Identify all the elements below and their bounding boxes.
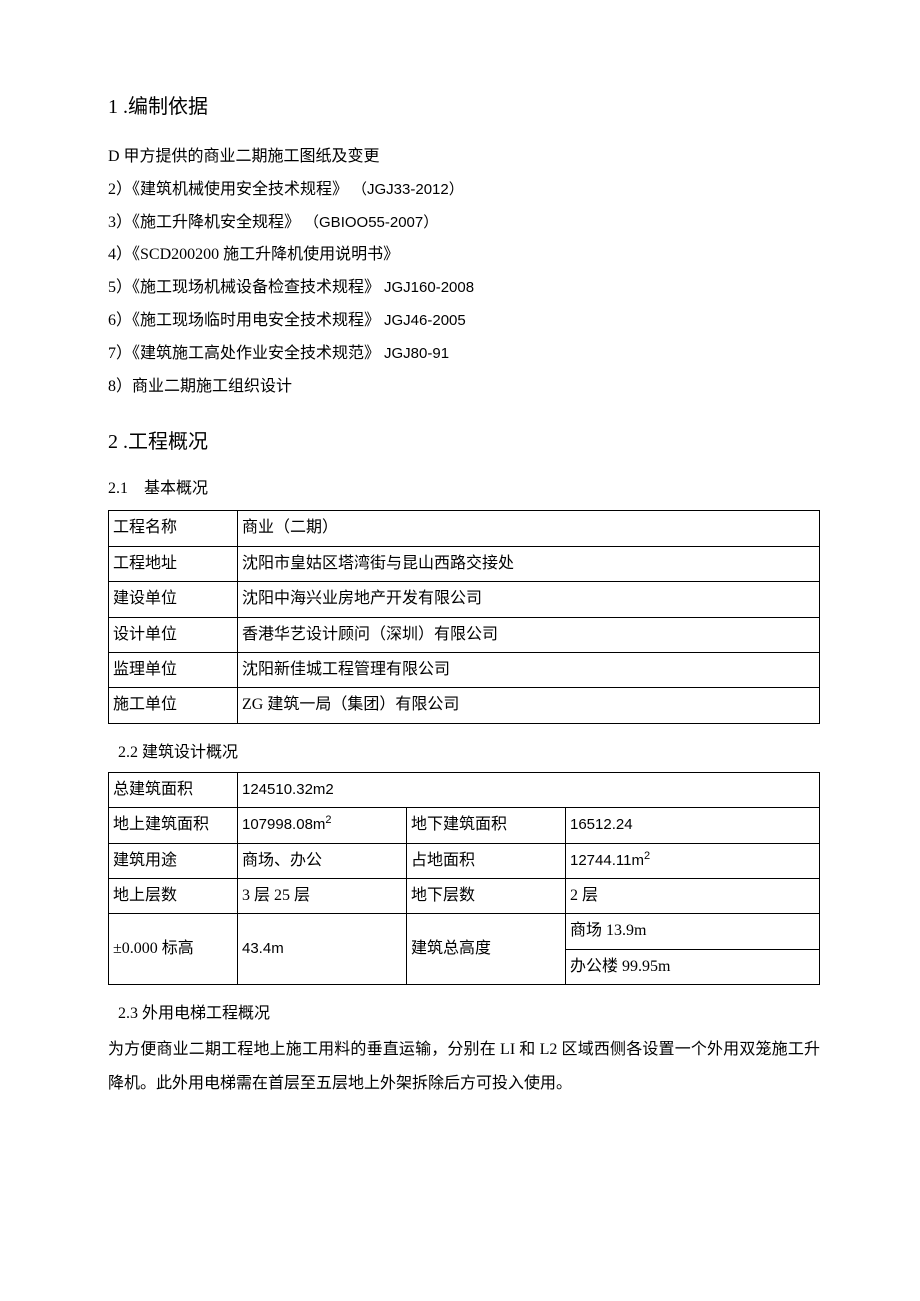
basis-item-6: 7）《建筑施工高处作业安全技术规范》 JGJ80-91 <box>108 338 820 371</box>
row-value: ZG 建筑一局（集团）有限公司 <box>238 688 820 723</box>
basis-item-2-code: （GBIOO55-2007） <box>304 214 438 231</box>
basis-item-5: 6）《施工现场临时用电安全技术规程》 JGJ46-2005 <box>108 305 820 338</box>
cell-c1: ±0.000 标高 <box>109 914 238 985</box>
basis-item-2: 3）《施工升降机安全规程》 （GBIOO55-2007） <box>108 207 820 240</box>
row-value: 沈阳中海兴业房地产开发有限公司 <box>238 582 820 617</box>
section2-heading: 2 .工程概况 <box>108 425 820 454</box>
table-row: 工程名称 商业（二期） <box>109 511 820 546</box>
cell-c3: 地下层数 <box>407 878 566 913</box>
basis-item-4-text: 5）《施工现场机械设备检查技术规程》 <box>108 279 380 296</box>
elevator-paragraph: 为方便商业二期工程地上施工用料的垂直运输，分别在 LI 和 L2 区域西侧各设置… <box>108 1033 820 1100</box>
row-label: 工程地址 <box>109 546 238 581</box>
row-label: 设计单位 <box>109 617 238 652</box>
cell-c4: 16512.24 <box>566 808 820 843</box>
row-value: 香港华艺设计顾问（深圳）有限公司 <box>238 617 820 652</box>
row-label: 总建筑面积 <box>109 772 238 807</box>
basis-item-1: 2）《建筑机械使用安全技术规程》 （JGJ33-2012） <box>108 174 820 207</box>
sub3-heading: 2.3 外用电梯工程概况 <box>108 999 820 1023</box>
basis-item-0-text: D 甲方提供的商业二期施工图纸及变更 <box>108 148 380 165</box>
basis-item-5-code: JGJ46-2005 <box>384 312 466 329</box>
basis-item-5-text: 6）《施工现场临时用电安全技术规程》 <box>108 312 380 329</box>
table-row: 地上层数 3 层 25 层 地下层数 2 层 <box>109 878 820 913</box>
row-label: 工程名称 <box>109 511 238 546</box>
cell-c2: 107998.08m2 <box>238 808 407 843</box>
cell-c2: 3 层 25 层 <box>238 878 407 913</box>
basis-item-6-text: 7）《建筑施工高处作业安全技术规范》 <box>108 345 380 362</box>
cell-c2: 43.4m <box>238 914 407 985</box>
table-row: 建设单位 沈阳中海兴业房地产开发有限公司 <box>109 582 820 617</box>
basis-item-7: 8）商业二期施工组织设计 <box>108 371 820 404</box>
cell-c3: 建筑总高度 <box>407 914 566 985</box>
basis-item-3: 4）《SCD200200 施工升降机使用说明书》 <box>108 239 820 272</box>
basis-item-0: D 甲方提供的商业二期施工图纸及变更 <box>108 141 820 174</box>
row-value: 沈阳市皇姑区塔湾街与昆山西路交接处 <box>238 546 820 581</box>
row-value: 沈阳新佳城工程管理有限公司 <box>238 652 820 687</box>
area-value: 124510.32m2 <box>242 781 334 798</box>
table-row: 工程地址 沈阳市皇姑区塔湾街与昆山西路交接处 <box>109 546 820 581</box>
cell-c2: 商场、办公 <box>238 843 407 878</box>
table-row: ±0.000 标高 43.4m 建筑总高度 商场 13.9m <box>109 914 820 949</box>
basis-item-4-code: JGJ160-2008 <box>384 279 474 296</box>
basis-item-3-text: 4）《SCD200200 施工升降机使用说明书》 <box>108 246 399 263</box>
cell-c4b: 办公楼 99.95m <box>566 949 820 984</box>
basis-item-6-code: JGJ80-91 <box>384 345 449 362</box>
basis-item-2-text: 3）《施工升降机安全规程》 <box>108 214 300 231</box>
row-label: 建设单位 <box>109 582 238 617</box>
table-row: 设计单位 香港华艺设计顾问（深圳）有限公司 <box>109 617 820 652</box>
sub1-heading: 2.1 基本概况 <box>108 474 820 498</box>
sub2-heading: 2.2 建筑设计概况 <box>108 738 820 762</box>
basic-info-table: 工程名称 商业（二期） 工程地址 沈阳市皇姑区塔湾街与昆山西路交接处 建设单位 … <box>108 510 820 723</box>
basis-item-7-text: 8）商业二期施工组织设计 <box>108 378 292 395</box>
row-value: 124510.32m2 <box>238 772 820 807</box>
table-row: 施工单位 ZG 建筑一局（集团）有限公司 <box>109 688 820 723</box>
section1-heading: 1 .编制依据 <box>108 90 820 119</box>
table-row: 地上建筑面积 107998.08m2 地下建筑面积 16512.24 <box>109 808 820 843</box>
cell-c1: 地上建筑面积 <box>109 808 238 843</box>
table-row: 建筑用途 商场、办公 占地面积 12744.11m2 <box>109 843 820 878</box>
design-info-table: 总建筑面积 124510.32m2 地上建筑面积 107998.08m2 地下建… <box>108 772 820 985</box>
cell-c3: 地下建筑面积 <box>407 808 566 843</box>
row-value: 商业（二期） <box>238 511 820 546</box>
cell-c1: 地上层数 <box>109 878 238 913</box>
cell-c3: 占地面积 <box>407 843 566 878</box>
basis-item-1-code: （JGJ33-2012） <box>352 181 464 198</box>
row-label: 监理单位 <box>109 652 238 687</box>
basis-item-1-text: 2）《建筑机械使用安全技术规程》 <box>108 181 348 198</box>
table-row: 总建筑面积 124510.32m2 <box>109 772 820 807</box>
cell-c4: 2 层 <box>566 878 820 913</box>
basis-item-4: 5）《施工现场机械设备检查技术规程》 JGJ160-2008 <box>108 272 820 305</box>
table-row: 监理单位 沈阳新佳城工程管理有限公司 <box>109 652 820 687</box>
cell-c4a: 商场 13.9m <box>566 914 820 949</box>
row-label: 施工单位 <box>109 688 238 723</box>
cell-c1: 建筑用途 <box>109 843 238 878</box>
cell-c4: 12744.11m2 <box>566 843 820 878</box>
